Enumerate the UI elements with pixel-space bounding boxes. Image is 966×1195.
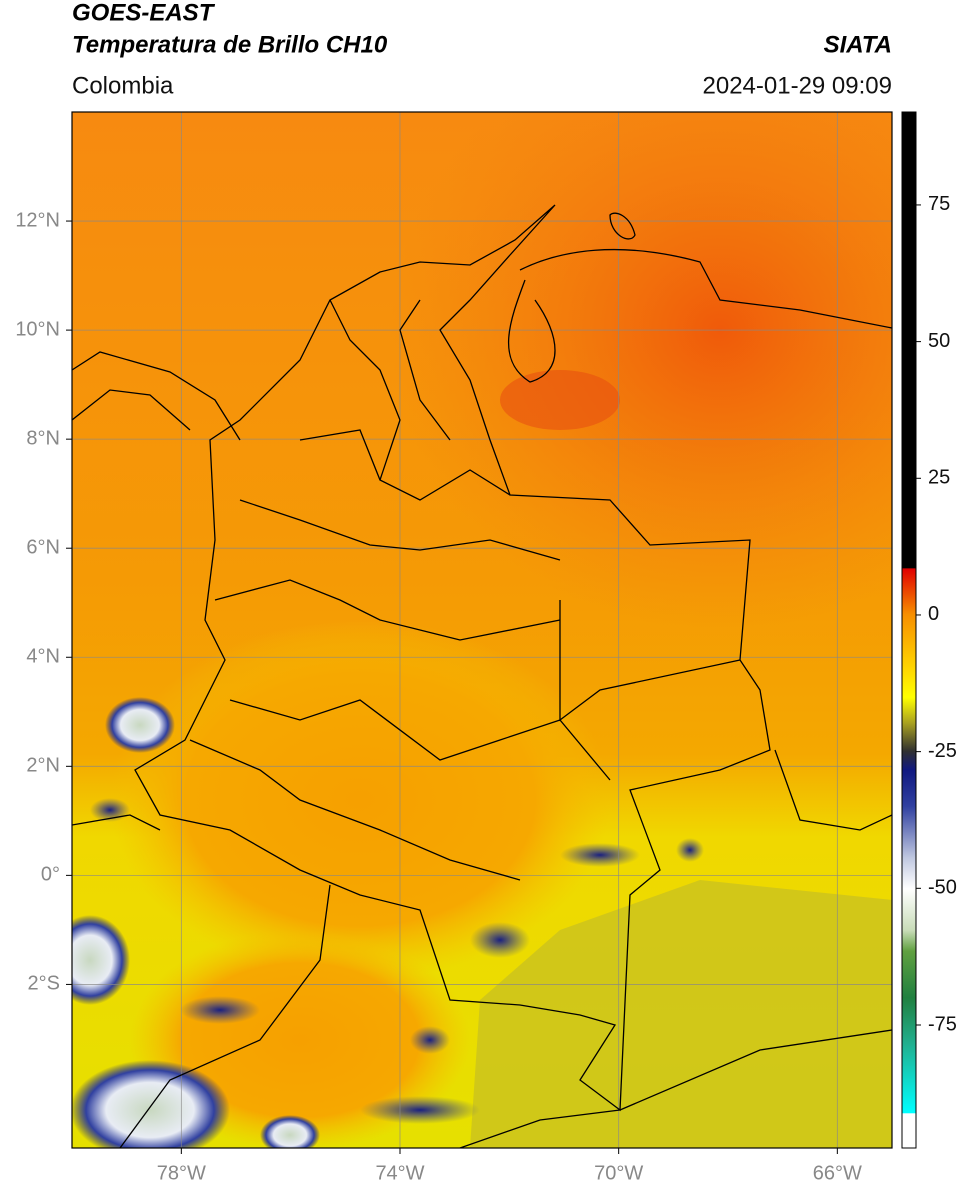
x-tick-label: 78°W [157, 1162, 206, 1184]
satellite-image [72, 112, 892, 1148]
colorbar [901, 111, 917, 1149]
map-frame [71, 111, 893, 1149]
y-tick-label: 2°N [26, 755, 60, 777]
y-tick-label: 2°S [28, 973, 60, 995]
datetime: 2024-01-29 09:09 [703, 72, 893, 99]
colorbar-tick-label: 50 [928, 330, 950, 352]
y-tick-label: 4°N [26, 646, 60, 668]
source: SIATA [824, 31, 892, 58]
x-tick-label: 74°W [375, 1162, 424, 1184]
colorbar-tick-label: 75 [928, 193, 950, 215]
y-tick-label: 10°N [15, 318, 60, 340]
colorbar-tick-label: -50 [928, 877, 957, 899]
grid [72, 112, 892, 1148]
colorbar-tick-label: -25 [928, 740, 957, 762]
y-tick-label: 6°N [26, 536, 60, 558]
borders [72, 204, 892, 1148]
y-tick-label: 12°N [15, 209, 60, 231]
colorbar-tick-label: 25 [928, 467, 950, 489]
region: Colombia [72, 72, 174, 99]
x-tick-label: 70°W [594, 1162, 643, 1184]
colorbar-tick-label: -75 [928, 1013, 957, 1035]
x-tick-label: 66°W [813, 1162, 862, 1184]
subtitle: Temperatura de Brillo CH10 [72, 31, 388, 58]
y-tick-label: 0° [41, 864, 60, 886]
title: GOES-EAST [72, 0, 216, 26]
colorbar-tick-label: 0 [928, 603, 939, 625]
y-tick-label: 8°N [26, 427, 60, 449]
